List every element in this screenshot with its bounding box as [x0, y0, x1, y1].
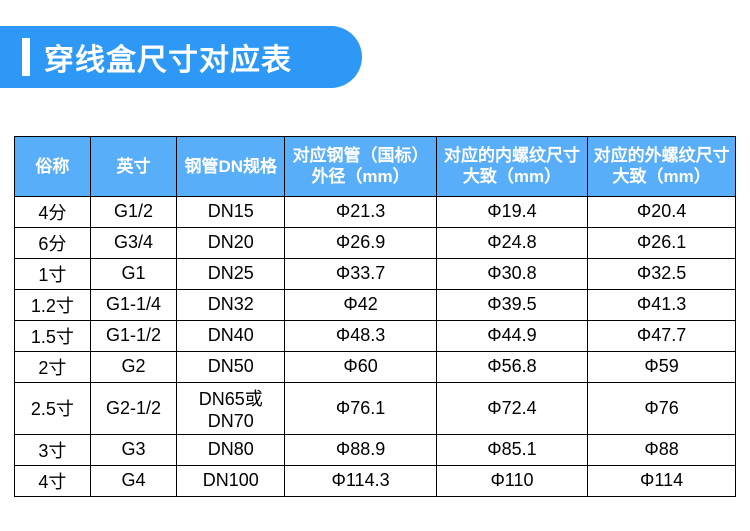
page-title: 穿线盒尺寸对应表 [44, 35, 292, 79]
table-cell: Φ88 [588, 434, 736, 465]
table-cell: DN40 [177, 320, 285, 351]
size-table: 俗称 英寸 钢管DN规格 对应钢管（国标）外径（mm） 对应的内螺纹尺寸大致（m… [14, 136, 736, 497]
title-accent-bar [22, 38, 30, 76]
table-cell: Φ44.9 [436, 320, 587, 351]
table-cell: Φ47.7 [588, 320, 736, 351]
col-header: 对应钢管（国标）外径（mm） [285, 137, 436, 197]
table-cell: Φ56.8 [436, 351, 587, 382]
table-cell: Φ48.3 [285, 320, 436, 351]
table-cell: Φ59 [588, 351, 736, 382]
table-cell: 1.2寸 [15, 289, 91, 320]
table-cell: 2.5寸 [15, 382, 91, 434]
table-cell: 6分 [15, 227, 91, 258]
table-cell: G1-1/4 [90, 289, 177, 320]
table-cell: Φ24.8 [436, 227, 587, 258]
table-cell: DN15 [177, 196, 285, 227]
col-header: 对应的外螺纹尺寸大致（mm） [588, 137, 736, 197]
table-cell: DN20 [177, 227, 285, 258]
table-cell: DN80 [177, 434, 285, 465]
table-cell: Φ26.1 [588, 227, 736, 258]
table-cell: Φ39.5 [436, 289, 587, 320]
table-cell: 2寸 [15, 351, 91, 382]
table-cell: Φ21.3 [285, 196, 436, 227]
table-cell: 4寸 [15, 465, 91, 496]
table-row: 4分G1/2DN15Φ21.3Φ19.4Φ20.4 [15, 196, 736, 227]
table-cell: Φ33.7 [285, 258, 436, 289]
table-cell: Φ26.9 [285, 227, 436, 258]
table-cell: Φ30.8 [436, 258, 587, 289]
table-cell: 1寸 [15, 258, 91, 289]
table-cell: G1-1/2 [90, 320, 177, 351]
table-row: 1.5寸G1-1/2DN40Φ48.3Φ44.9Φ47.7 [15, 320, 736, 351]
col-header: 俗称 [15, 137, 91, 197]
title-banner: 穿线盒尺寸对应表 [0, 26, 750, 88]
table-header-row: 俗称 英寸 钢管DN规格 对应钢管（国标）外径（mm） 对应的内螺纹尺寸大致（m… [15, 137, 736, 197]
table-row: 1.2寸G1-1/4DN32Φ42Φ39.5Φ41.3 [15, 289, 736, 320]
table-cell: DN32 [177, 289, 285, 320]
col-header: 钢管DN规格 [177, 137, 285, 197]
table-cell: Φ114.3 [285, 465, 436, 496]
title-shape: 穿线盒尺寸对应表 [0, 26, 362, 88]
table-cell: G1/2 [90, 196, 177, 227]
table-cell: DN100 [177, 465, 285, 496]
table-cell: Φ20.4 [588, 196, 736, 227]
table-cell: G3/4 [90, 227, 177, 258]
table-cell: G2-1/2 [90, 382, 177, 434]
table-cell: 1.5寸 [15, 320, 91, 351]
table-row: 1寸G1DN25Φ33.7Φ30.8Φ32.5 [15, 258, 736, 289]
table-cell: Φ42 [285, 289, 436, 320]
table-cell: Φ60 [285, 351, 436, 382]
table-cell: DN25 [177, 258, 285, 289]
table-cell: 3寸 [15, 434, 91, 465]
table-cell: Φ88.9 [285, 434, 436, 465]
table-cell: G1 [90, 258, 177, 289]
table-cell: 4分 [15, 196, 91, 227]
table-row: 2.5寸G2-1/2DN65或DN70Φ76.1Φ72.4Φ76 [15, 382, 736, 434]
table-row: 2寸G2DN50Φ60Φ56.8Φ59 [15, 351, 736, 382]
table-cell: Φ114 [588, 465, 736, 496]
table-cell: G2 [90, 351, 177, 382]
table-cell: Φ76.1 [285, 382, 436, 434]
table-row: 4寸G4DN100Φ114.3Φ110Φ114 [15, 465, 736, 496]
col-header: 对应的内螺纹尺寸大致（mm） [436, 137, 587, 197]
table-cell: G3 [90, 434, 177, 465]
table-cell: Φ32.5 [588, 258, 736, 289]
table-cell: Φ19.4 [436, 196, 587, 227]
table-row: 6分G3/4DN20Φ26.9Φ24.8Φ26.1 [15, 227, 736, 258]
table-cell: Φ41.3 [588, 289, 736, 320]
table-cell: Φ72.4 [436, 382, 587, 434]
table-cell: G4 [90, 465, 177, 496]
table-row: 3寸G3DN80Φ88.9Φ85.1Φ88 [15, 434, 736, 465]
table-body: 4分G1/2DN15Φ21.3Φ19.4Φ20.46分G3/4DN20Φ26.9… [15, 196, 736, 496]
table-cell: Φ110 [436, 465, 587, 496]
col-header: 英寸 [90, 137, 177, 197]
size-table-container: 俗称 英寸 钢管DN规格 对应钢管（国标）外径（mm） 对应的内螺纹尺寸大致（m… [14, 136, 736, 497]
table-cell: Φ76 [588, 382, 736, 434]
table-cell: DN50 [177, 351, 285, 382]
table-cell: DN65或DN70 [177, 382, 285, 434]
table-cell: Φ85.1 [436, 434, 587, 465]
